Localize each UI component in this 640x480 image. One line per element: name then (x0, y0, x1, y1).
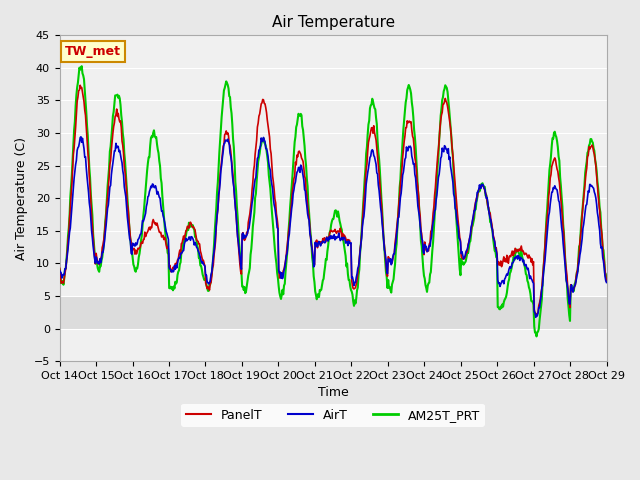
PanelT (417, 213, 424, 219)
AirT (207, 272, 215, 277)
Legend: PanelT, AirT, AM25T_PRT: PanelT, AirT, AM25T_PRT (181, 404, 485, 427)
PanelT (56, 265, 63, 271)
Line: PanelT: PanelT (60, 85, 607, 316)
Line: AirT: AirT (60, 137, 607, 317)
AirT (603, 279, 611, 285)
PanelT (66, 216, 74, 221)
Bar (60, 296, 607, 328)
AirT (417, 223, 424, 228)
AirT (123, 204, 131, 210)
AM25T_PRT (532, 334, 540, 339)
Text: TW_met: TW_met (65, 45, 121, 58)
PanelT (76, 83, 84, 88)
Title: Air Temperature: Air Temperature (271, 15, 395, 30)
PanelT (603, 278, 611, 284)
AM25T_PRT (123, 181, 131, 187)
PanelT (401, 139, 408, 144)
AM25T_PRT (417, 221, 424, 227)
AirT (56, 268, 63, 274)
AM25T_PRT (78, 63, 86, 69)
PanelT (207, 280, 215, 286)
AirT (532, 314, 540, 320)
AirT (179, 250, 186, 255)
AM25T_PRT (207, 275, 215, 280)
PanelT (179, 240, 186, 246)
AirT (401, 163, 408, 168)
AirT (77, 134, 84, 140)
PanelT (123, 188, 131, 194)
AM25T_PRT (179, 247, 186, 253)
AM25T_PRT (603, 277, 611, 283)
X-axis label: Time: Time (317, 386, 348, 399)
AM25T_PRT (401, 117, 408, 122)
Y-axis label: Air Temperature (C): Air Temperature (C) (15, 137, 28, 260)
PanelT (532, 313, 540, 319)
AM25T_PRT (66, 213, 74, 219)
AirT (66, 229, 74, 235)
Line: AM25T_PRT: AM25T_PRT (60, 66, 607, 336)
AM25T_PRT (56, 266, 63, 272)
